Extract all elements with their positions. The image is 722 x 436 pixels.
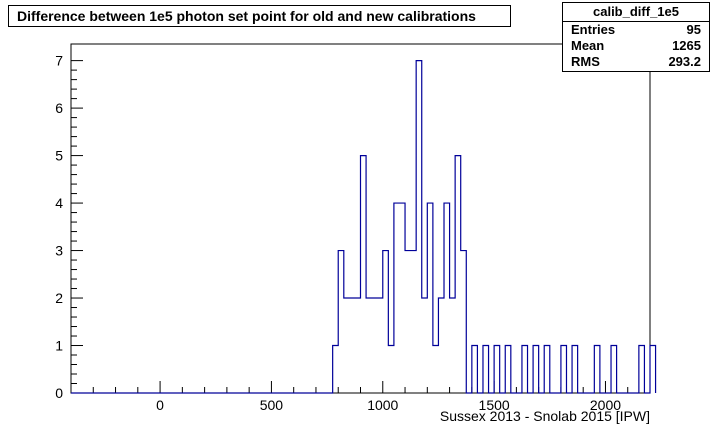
y-tick-label: 0 bbox=[55, 385, 63, 401]
stats-rms-value: 293.2 bbox=[668, 54, 701, 69]
histogram-bin bbox=[399, 203, 405, 393]
histogram-series-line bbox=[71, 60, 657, 394]
histogram-bin bbox=[416, 61, 422, 393]
histogram-bin bbox=[639, 346, 645, 393]
histogram-bin bbox=[422, 298, 428, 393]
stats-mean-label: Mean bbox=[571, 38, 605, 53]
x-axis-label: Sussex 2013 - Snolab 2015 [IPW] bbox=[440, 408, 650, 424]
y-tick-label: 1 bbox=[55, 338, 63, 354]
histogram-bin bbox=[361, 156, 367, 393]
histogram-bin bbox=[561, 346, 567, 393]
histogram-bin bbox=[388, 346, 394, 393]
y-tick-label: 4 bbox=[55, 195, 63, 211]
y-tick-label: 7 bbox=[55, 53, 63, 69]
histogram-bin bbox=[383, 251, 389, 393]
histogram-bin bbox=[472, 346, 478, 393]
histogram-bin bbox=[344, 298, 350, 393]
histogram-bin bbox=[461, 251, 467, 393]
histogram-bin bbox=[338, 251, 344, 393]
histogram-bin bbox=[650, 346, 656, 393]
histogram-bin bbox=[411, 251, 417, 393]
y-tick-label: 3 bbox=[55, 243, 63, 259]
histogram-bin bbox=[366, 298, 372, 393]
histogram-bin bbox=[450, 298, 456, 393]
histogram-bin bbox=[455, 156, 461, 393]
histogram-bin bbox=[444, 203, 450, 393]
stats-row-rms: RMS 293.2 bbox=[563, 54, 709, 70]
stats-name: calib_diff_1e5 bbox=[563, 3, 709, 22]
histogram-bin bbox=[533, 346, 539, 393]
histogram-bin bbox=[572, 346, 578, 393]
x-tick-label: 0 bbox=[156, 397, 164, 413]
stats-mean-value: 1265 bbox=[672, 38, 701, 53]
histogram-bin bbox=[433, 346, 439, 393]
histogram-bin bbox=[355, 298, 361, 393]
histogram-bin bbox=[494, 346, 500, 393]
chart-title: Difference between 1e5 photon set point … bbox=[8, 5, 511, 27]
y-tick-label: 6 bbox=[55, 100, 63, 116]
stats-rms-label: RMS bbox=[571, 54, 600, 69]
histogram-bin bbox=[349, 298, 355, 393]
y-tick-label: 5 bbox=[55, 148, 63, 164]
x-tick-label: 1500 bbox=[479, 397, 510, 413]
histogram-bin bbox=[333, 346, 339, 393]
histogram-bin bbox=[372, 298, 378, 393]
stats-entries-label: Entries bbox=[571, 22, 616, 37]
histogram-bin bbox=[377, 298, 383, 393]
stats-row-mean: Mean 1265 bbox=[563, 38, 709, 54]
histogram-bin bbox=[594, 346, 600, 393]
histogram-bin bbox=[394, 203, 400, 393]
histogram-bins bbox=[333, 61, 656, 393]
histogram-bin bbox=[427, 203, 433, 393]
histogram-bin bbox=[483, 346, 489, 393]
histogram-bin bbox=[544, 346, 550, 393]
histogram-bin bbox=[522, 346, 528, 393]
histogram-bin bbox=[611, 346, 617, 393]
y-axis: 0 1 2 3 4 5 6 7 bbox=[55, 53, 83, 401]
x-tick-label: 500 bbox=[260, 397, 284, 413]
histogram-bin bbox=[438, 298, 444, 393]
stats-entries-value: 95 bbox=[686, 22, 701, 37]
y-tick-label: 2 bbox=[55, 290, 63, 306]
histogram-bin bbox=[505, 346, 511, 393]
histogram-bin bbox=[405, 251, 411, 393]
stats-row-entries: Entries 95 bbox=[563, 22, 709, 38]
x-tick-label: 1000 bbox=[367, 397, 398, 413]
stats-box: calib_diff_1e5 Entries 95 Mean 1265 RMS … bbox=[562, 2, 710, 72]
x-axis: 0 500 1000 1500 2000 bbox=[70, 381, 651, 413]
x-tick-label: 2000 bbox=[590, 397, 621, 413]
